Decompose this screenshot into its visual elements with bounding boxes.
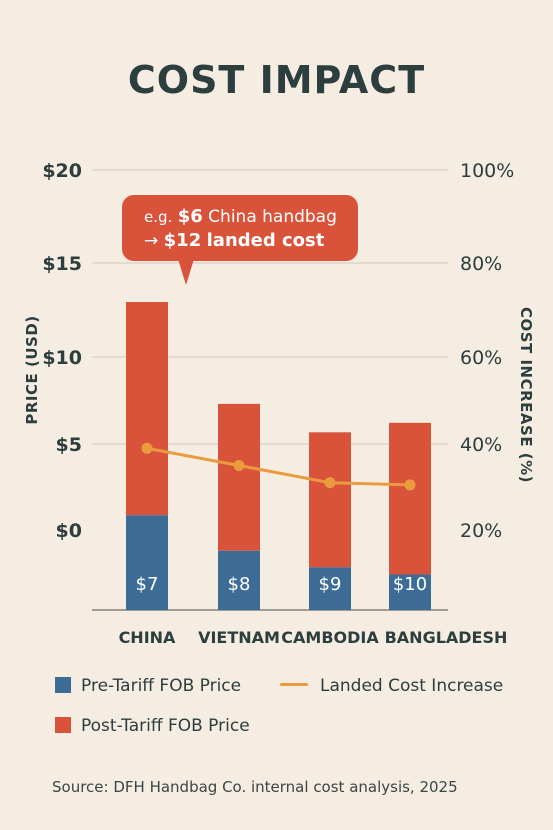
y2-tick-label: 40% [460, 434, 502, 456]
bar-post-tariff [389, 422, 431, 575]
legend-item-pre: Pre-Tariff FOB Price [55, 676, 241, 696]
y2-tick-label: 100% [460, 160, 514, 182]
y-tick-label: $0 [56, 520, 82, 542]
legend-item-post: Post-Tariff FOB Price [55, 716, 250, 736]
callout-prefix: e.g. [144, 208, 173, 226]
landed-cost-point [324, 477, 336, 489]
y-tick-label: $5 [56, 434, 82, 456]
bar-data-label: $8 [228, 574, 251, 595]
y-axis-label-right: COST INCREASE (%) [517, 306, 535, 484]
bar-pre-tariff [389, 574, 431, 610]
cost-impact-chart: $7CHINA$8VIETNAM$9CAMBODIA$10BANGLADESH … [42, 160, 514, 647]
bar-pre-tariff [309, 567, 351, 610]
callout-arrow: → [144, 231, 159, 251]
callout-item: China handbag [208, 207, 337, 227]
legend-swatch-line [280, 683, 308, 686]
x-tick-label: BANGLADESH [385, 628, 508, 647]
chart-title: COST IMPACT [127, 58, 426, 102]
y2-tick-label: 60% [460, 347, 502, 369]
landed-cost-line [146, 446, 411, 487]
y-tick-label: $10 [42, 347, 82, 369]
y-tick-label: $20 [42, 160, 82, 182]
bar-data-label: $9 [319, 574, 342, 595]
y2-tick-label: 20% [460, 520, 502, 542]
callout-annotation: e.g. $6 China handbag → $12 landed cost [122, 195, 358, 261]
legend-label-line: Landed Cost Increase [320, 676, 504, 696]
legend-swatch-pre [55, 677, 71, 693]
source-note: Source: DFH Handbag Co. internal cost an… [52, 778, 458, 796]
x-tick-label: CHINA [119, 628, 176, 647]
bar-post-tariff [218, 403, 260, 551]
legend-label-pre: Pre-Tariff FOB Price [81, 676, 242, 696]
landed-cost-point [233, 460, 245, 471]
bar-pre-tariff [218, 550, 260, 610]
bar-pre-tariff [126, 515, 168, 610]
y-tick-label: $15 [42, 253, 82, 275]
bar-post-tariff [309, 432, 351, 568]
callout-pointer [178, 259, 194, 285]
callout-landed-text: landed cost [206, 230, 325, 251]
bar-data-label: $10 [393, 574, 427, 595]
landed-cost-point [141, 442, 153, 454]
legend-label-post: Post-Tariff FOB Price [81, 716, 250, 736]
bar-data-label: $7 [136, 574, 159, 595]
legend-item-line: Landed Cost Increase [280, 676, 503, 696]
y2-tick-label: 80% [460, 253, 502, 275]
landed-cost-point [404, 479, 416, 491]
y-axis-label-left: PRICE (USD) [23, 315, 41, 425]
x-tick-label: CAMBODIA [281, 628, 379, 647]
x-tick-label: VIETNAM [198, 628, 280, 647]
bar-post-tariff [126, 302, 168, 516]
callout-landed-price: $12 [163, 230, 202, 251]
callout-price: $6 [177, 206, 203, 227]
legend-swatch-post [55, 717, 71, 733]
